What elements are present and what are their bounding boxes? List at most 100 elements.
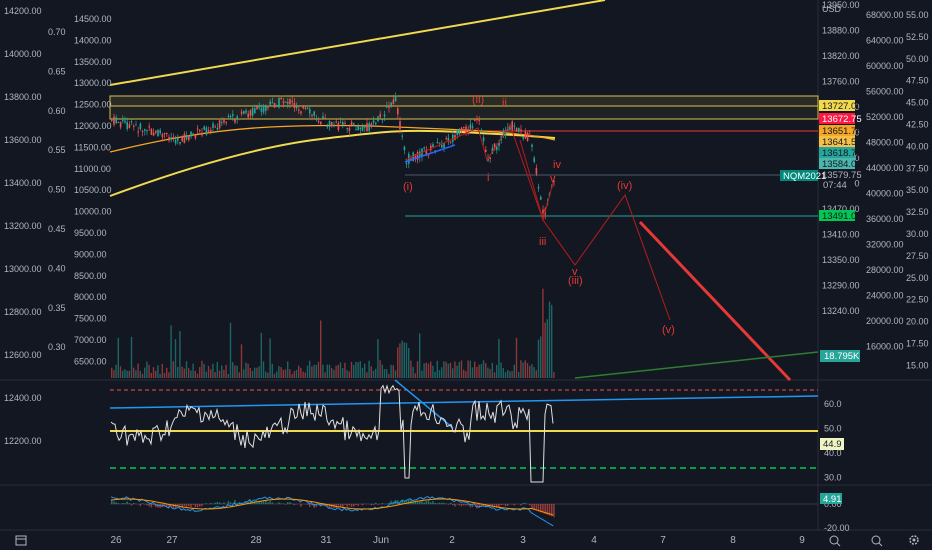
volume-bar	[548, 301, 551, 378]
candle-body	[172, 137, 175, 139]
right-axis-tick: 48000.00	[866, 138, 904, 148]
volume-bar	[535, 370, 537, 378]
time-axis[interactable]: 26 27 28 31 Jun 2 3 4 7 8 9	[110, 535, 805, 546]
volume-bar	[144, 367, 146, 378]
price-badges: 13727.00 13672.7513651.7513641.5013618.75…	[819, 100, 862, 222]
candle-body	[438, 142, 441, 144]
candle-body	[326, 126, 329, 128]
left-axis-tick: 12500.00	[74, 100, 112, 110]
volume-bar	[366, 372, 368, 378]
candle-body	[388, 105, 390, 108]
candle-body	[194, 134, 197, 139]
volume-bar	[515, 337, 518, 378]
wave-label: ii	[502, 97, 507, 109]
zoom-icon[interactable]	[829, 535, 841, 547]
volume-bar	[542, 288, 544, 378]
volume-bars[interactable]	[111, 288, 555, 378]
candle-body	[243, 111, 245, 114]
moving-average-yellow[interactable]	[109, 129, 556, 197]
candle-body	[207, 130, 210, 132]
candlesticks[interactable]	[111, 92, 555, 220]
volume-bar	[119, 366, 122, 378]
left-axis-tick: 10500.00	[74, 185, 112, 195]
candle-body	[529, 134, 531, 137]
macd-hist-bar	[258, 500, 260, 504]
trend-channel-blue[interactable]	[404, 144, 456, 163]
resistance-zone[interactable]	[109, 95, 819, 107]
candle-body	[436, 142, 439, 144]
candle-body	[469, 124, 472, 129]
footer-toolbar[interactable]	[15, 535, 919, 547]
rsi-divergence-line[interactable]	[394, 379, 454, 429]
rsi-pane[interactable]	[109, 379, 819, 483]
macd-hist-bar	[293, 504, 296, 506]
candle-body	[223, 118, 225, 123]
candle-body	[117, 122, 120, 124]
candle-body	[174, 139, 177, 144]
time-axis-tick: 2	[449, 535, 455, 546]
main-pane[interactable]: (i) (ii) ii i iii iv v (iii) (iv) v (v)	[109, 0, 819, 382]
macd-hist-bar	[337, 504, 340, 506]
search-icon[interactable]	[871, 535, 883, 547]
left-axis-ratio[interactable]: 0.70 0.65 0.60 0.55 0.50 0.45 0.40 0.35 0.30	[48, 27, 66, 352]
price-badge-bg	[819, 113, 855, 124]
volume-bar	[117, 337, 119, 378]
volume-bar	[419, 333, 421, 378]
left-axis-secondary[interactable]: 14500.00 14000.00 13500.00 13000.00 12500.00…	[74, 14, 112, 366]
macd-histogram[interactable]	[111, 499, 555, 518]
candle-body	[482, 137, 485, 142]
candle-body	[535, 167, 538, 174]
macd-hist-bar	[287, 502, 289, 504]
settings-icon[interactable]	[909, 535, 919, 545]
candle-body	[392, 99, 395, 105]
volume-bar	[170, 325, 172, 378]
resistance-zone[interactable]	[109, 105, 819, 120]
left-axis-price[interactable]: 14200.00 14000.00 13800.00 13600.00 13400.00…	[4, 6, 42, 446]
macd-hist-bar	[278, 502, 280, 504]
candle-body	[273, 103, 276, 108]
subwave-path[interactable]	[519, 139, 556, 222]
macd-hist-bar	[218, 502, 221, 504]
macd-line[interactable]	[110, 496, 554, 527]
left-axis-tick: 14000.00	[4, 49, 42, 59]
candle-body	[306, 107, 309, 109]
calendar-icon[interactable]	[15, 535, 27, 546]
bearish-arrow-line[interactable]	[638, 220, 792, 382]
macd-hist-bar	[251, 502, 254, 504]
volume-bar	[210, 369, 212, 378]
candle-body	[542, 209, 544, 214]
macd-hist-bar	[289, 502, 291, 504]
left-axis-tick: 0.55	[48, 145, 66, 155]
right-axis-far[interactable]: 55.00 52.50 50.00 47.50 45.00 42.50 40.00 37.50…	[906, 10, 929, 370]
rsi-badge-bg	[820, 438, 844, 450]
rsi-line[interactable]	[110, 384, 554, 483]
volume-bar	[511, 371, 513, 378]
elliott-wave-path[interactable]	[404, 123, 671, 321]
macd-hist-bar	[111, 500, 113, 504]
macd-hist-bar	[460, 504, 463, 507]
wave-label: i	[487, 172, 489, 184]
rsi-axis[interactable]: 60.0 50.0 40.0 30.0	[824, 399, 842, 483]
right-axis-tick: 13240.00	[822, 306, 860, 316]
left-axis-tick: 11000.00	[74, 164, 111, 174]
candle-body	[379, 114, 381, 118]
macd-pane[interactable]	[110, 496, 818, 527]
volume-bar	[135, 370, 137, 378]
candle-body	[474, 120, 476, 122]
upper-trendline[interactable]	[109, 0, 606, 86]
volume-trendline-green[interactable]	[574, 351, 819, 379]
candle-body	[364, 126, 366, 128]
macd-hist-bar	[370, 504, 373, 506]
volume-bar	[199, 367, 201, 378]
right-axis-tick: 52000.00	[866, 112, 904, 122]
volume-bar	[289, 369, 291, 378]
right-axis-volume[interactable]: 68000.00 64000.00 60000.00 56000.00 52000.00…	[866, 10, 904, 352]
candle-body	[452, 134, 454, 142]
signal-line[interactable]	[110, 498, 554, 516]
candle-body	[240, 111, 243, 114]
macd-hist-bar	[496, 504, 498, 508]
volume-bar	[238, 372, 240, 378]
volume-bar	[394, 370, 397, 378]
rsi-trendline-blue[interactable]	[109, 395, 819, 409]
